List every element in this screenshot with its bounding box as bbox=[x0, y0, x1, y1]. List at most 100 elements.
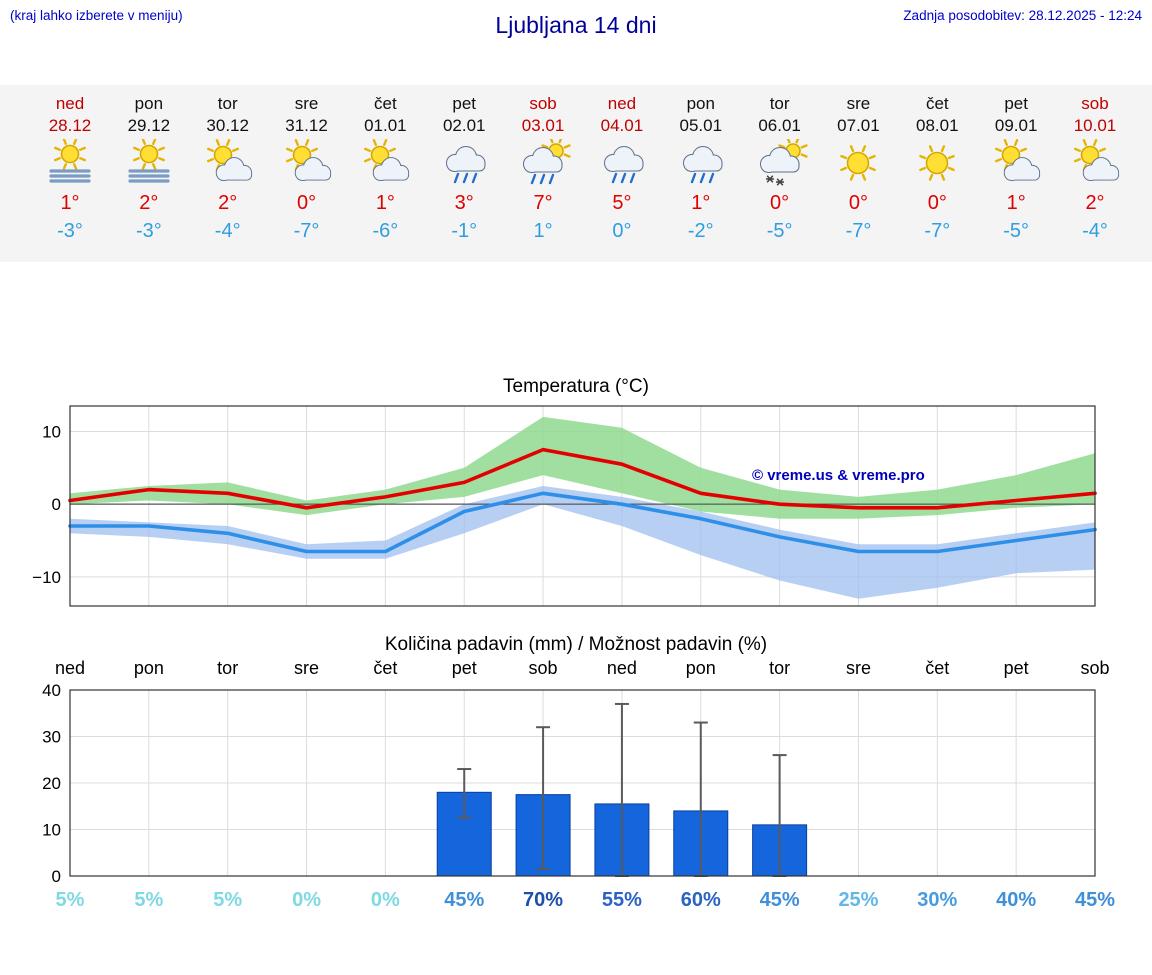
sun-cloud-icon bbox=[185, 139, 271, 191]
sun-cloud-glyph bbox=[1073, 139, 1120, 182]
rain-icon bbox=[579, 139, 665, 191]
precip-probability: 60% bbox=[680, 889, 721, 911]
forecast-day-12: pet 09.01 1° -5° bbox=[973, 85, 1059, 243]
y-tick-label: 0 bbox=[52, 495, 61, 514]
temp-max: 1° bbox=[1006, 192, 1026, 214]
temp-min: -2° bbox=[687, 220, 714, 242]
page-title: Ljubljana 14 dni bbox=[495, 12, 657, 38]
day-date: 30.12 bbox=[206, 116, 249, 135]
watermark-link[interactable]: © vreme.us & vreme.pro bbox=[752, 467, 925, 484]
last-update: Zadnja posodobitev: 28.12.2025 - 12:24 bbox=[903, 8, 1142, 23]
precip-day-label: pet bbox=[1003, 658, 1029, 678]
fog-sun-icon bbox=[106, 138, 192, 191]
temp-max: 1° bbox=[691, 192, 711, 214]
y-tick-label: −10 bbox=[32, 568, 61, 587]
day-name: tor bbox=[769, 94, 790, 113]
temp-max: 5° bbox=[612, 192, 632, 214]
plot-border bbox=[69, 405, 1096, 607]
forecast-day-0: ned 28.12 1° -3° bbox=[27, 85, 113, 243]
forecast-day-7: ned 04.01 5° 0° bbox=[579, 85, 665, 243]
day-name: ned bbox=[55, 94, 85, 113]
snow-sun-icon bbox=[737, 136, 823, 191]
temp-max: 7° bbox=[533, 192, 553, 214]
precip-probability: 45% bbox=[1074, 889, 1116, 911]
precip-day-label: čet bbox=[925, 658, 950, 678]
sunny-glyph bbox=[919, 145, 956, 181]
y-tick-label: 0 bbox=[52, 867, 61, 882]
band-max-razpon bbox=[70, 416, 1095, 519]
day-name: pet bbox=[1004, 94, 1028, 113]
rain-sun-icon bbox=[500, 136, 586, 191]
sun-cloud-glyph bbox=[995, 139, 1041, 182]
day-date: 31.12 bbox=[285, 116, 328, 135]
forecast-strip: ned 28.12 1° -3° pon 29.12 2° -3° tor 30.12 2° -4° s… bbox=[0, 85, 1152, 262]
temp-max: 1° bbox=[60, 192, 80, 214]
day-name: tor bbox=[217, 94, 238, 113]
forecast-day-5: pet 02.01 3° -1° bbox=[421, 85, 507, 243]
forecast-day-2: tor 30.12 2° -4° bbox=[185, 85, 271, 243]
rain-glyph bbox=[446, 146, 486, 184]
day-date: 05.01 bbox=[679, 116, 723, 135]
rain-sun-glyph bbox=[523, 136, 571, 185]
temp-min: -7° bbox=[845, 220, 872, 242]
precip-day-label: sob bbox=[528, 658, 558, 678]
plot-border bbox=[69, 689, 1096, 877]
precip-probability: 5% bbox=[55, 889, 85, 911]
y-tick-label: 10 bbox=[42, 422, 61, 441]
forecast-day-10: sre 07.01 0° -7° bbox=[815, 85, 901, 243]
temp-min: -3° bbox=[57, 220, 83, 242]
precip-day-label: ned bbox=[606, 658, 637, 678]
precip-probability: 45% bbox=[759, 889, 800, 911]
day-name: sre bbox=[846, 94, 871, 113]
y-tick-label: 20 bbox=[42, 774, 61, 793]
temp-min: -6° bbox=[372, 220, 399, 242]
fog-sun-glyph bbox=[128, 138, 170, 183]
precip-day-label: čet bbox=[373, 658, 398, 678]
precip-probability: 5% bbox=[213, 889, 243, 911]
day-date: 09.01 bbox=[994, 116, 1038, 135]
forecast-day-4: čet 01.01 1° -6° bbox=[342, 85, 428, 243]
y-tick-label: 40 bbox=[42, 684, 61, 700]
precip-day-labels-row: ned pon tor sre čet pet sob ned pon tor sre čet pet s… bbox=[0, 658, 1152, 684]
temp-max: 0° bbox=[296, 192, 317, 214]
y-tick-label: 10 bbox=[42, 821, 61, 840]
temp-max: 1° bbox=[375, 192, 395, 214]
temperature-chart-title: Temperatura (°C) bbox=[503, 376, 649, 397]
temp-min: -5° bbox=[766, 220, 793, 242]
sunny-glyph bbox=[840, 145, 877, 181]
precip-probability-row: 5% 5% 5% 0% 0% 45% 70% 55% 60% 45% 25% 30% 40% 45% bbox=[0, 889, 1152, 919]
temp-min: -1° bbox=[451, 220, 478, 242]
forecast-day-13: sob 10.01 2° -4° bbox=[1052, 85, 1138, 243]
temp-max: 2° bbox=[139, 192, 159, 214]
y-tick-label: 30 bbox=[42, 728, 61, 747]
temp-max: 0° bbox=[927, 192, 947, 214]
day-date: 01.01 bbox=[364, 116, 407, 135]
day-date: 08.01 bbox=[916, 116, 959, 135]
day-date: 03.01 bbox=[521, 116, 565, 135]
temp-min: 0° bbox=[612, 220, 632, 242]
temp-min: -3° bbox=[135, 220, 162, 242]
temp-min: -4° bbox=[1082, 220, 1108, 242]
temp-min: -7° bbox=[293, 220, 320, 242]
sun-cloud-icon bbox=[1052, 139, 1138, 191]
precip-day-label: sob bbox=[1080, 658, 1110, 678]
precip-probability: 25% bbox=[838, 889, 879, 911]
temp-max: 3° bbox=[454, 192, 474, 214]
day-date: 02.01 bbox=[442, 116, 486, 135]
sun-cloud-glyph bbox=[206, 139, 252, 182]
temp-max: 0° bbox=[848, 192, 869, 214]
rain-icon bbox=[421, 139, 507, 191]
location-hint: (kraj lahko izberete v meniju) bbox=[10, 8, 183, 23]
forecast-day-9: tor 06.01 0° -5° bbox=[737, 85, 823, 243]
precip-day-label: pet bbox=[451, 658, 477, 678]
day-name: sob bbox=[529, 94, 557, 113]
precip-probability: 0% bbox=[292, 889, 321, 911]
precip-day-label: ned bbox=[54, 658, 86, 678]
precip-probability: 5% bbox=[134, 889, 164, 911]
precip-day-label: sre bbox=[294, 658, 320, 678]
day-date: 04.01 bbox=[600, 116, 644, 135]
day-name: čet bbox=[925, 94, 949, 113]
rain-glyph bbox=[682, 146, 723, 184]
precip-chart-title: Količina padavin (mm) / Možnost padavin … bbox=[384, 634, 768, 655]
temp-min: -4° bbox=[214, 220, 241, 242]
